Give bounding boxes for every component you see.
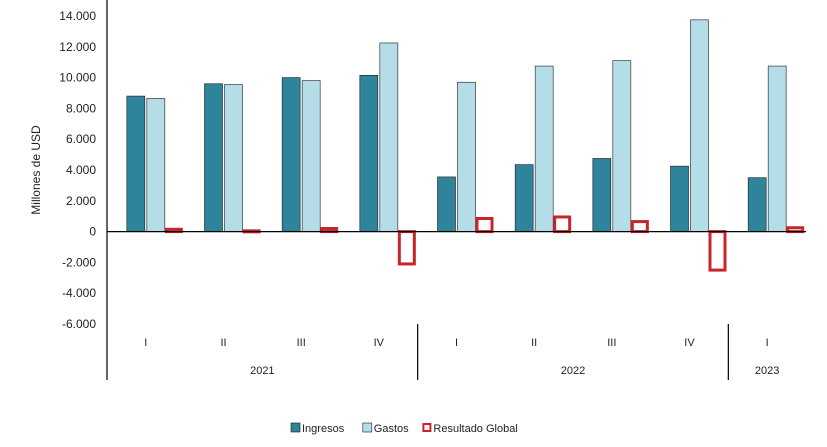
bar-ingresos [592,158,612,232]
y-tick-label: 8.000 [66,101,96,115]
bar-gastos [534,65,554,232]
x-category-label: I [455,337,458,349]
bar-ingresos [204,83,223,232]
legend: Ingresos Gastos Resultado Global [290,422,518,435]
bar-resultado-global [708,230,727,272]
x-category-label: IV [374,337,385,349]
bar-ingresos [281,77,301,232]
y-tick-label: 4.000 [66,163,96,177]
legend-swatch [362,422,373,433]
y-tick-label: 10.000 [59,71,96,85]
legend-swatch [290,422,301,433]
y-axis-ticks: 14.000 12.000 10.000 8.000 6.000 4.000 2.000 0 -… [59,9,96,331]
bar-ingresos [126,95,146,232]
bar-ingresos [437,176,456,232]
bar-gastos [767,65,787,232]
x-category-label: II [220,337,226,349]
y-tick-label: 6.000 [66,132,96,146]
bar-resultado-global [475,217,494,234]
legend-label: Gastos [374,423,409,435]
bar-gastos [301,80,321,232]
x-category-label: IV [684,337,695,349]
x-year-label: 2021 [250,365,274,377]
x-category-label: III [297,337,306,349]
bar-ingresos [514,164,534,232]
legend-label: Resultado Global [433,423,517,435]
axes [106,0,806,380]
legend-swatch [422,423,432,432]
x-category-label: II [531,337,537,349]
bar-gastos [146,98,166,232]
y-axis-label: Millones de USD [29,125,43,215]
y-tick-label: -6.000 [62,317,96,331]
x-year-label: 2023 [755,365,779,377]
x-category-label: I [144,337,147,349]
bar-gastos [612,60,632,232]
bar-ingresos [670,165,689,232]
bar-resultado-global [630,220,649,234]
y-tick-label: -2.000 [62,255,96,269]
x-category-label: I [766,337,769,349]
y-tick-label: 0 [89,225,96,239]
y-tick-label: 2.000 [66,194,96,208]
legend-label: Ingresos [302,423,345,435]
bars [126,19,805,272]
bar-resultado-global [397,230,416,266]
y-tick-label: 12.000 [59,40,96,54]
y-tick-label: -4.000 [62,286,96,300]
x-year-label: 2022 [561,365,585,377]
bar-gastos [690,19,709,232]
bar-gastos [457,81,476,232]
bar-ingresos [747,177,767,232]
bar-gastos [224,84,243,232]
bar-gastos [379,42,399,232]
y-tick-label: 14.000 [59,9,96,23]
bar-ingresos [359,74,379,232]
x-category-label: III [607,337,616,349]
bar-resultado-global [553,215,572,234]
